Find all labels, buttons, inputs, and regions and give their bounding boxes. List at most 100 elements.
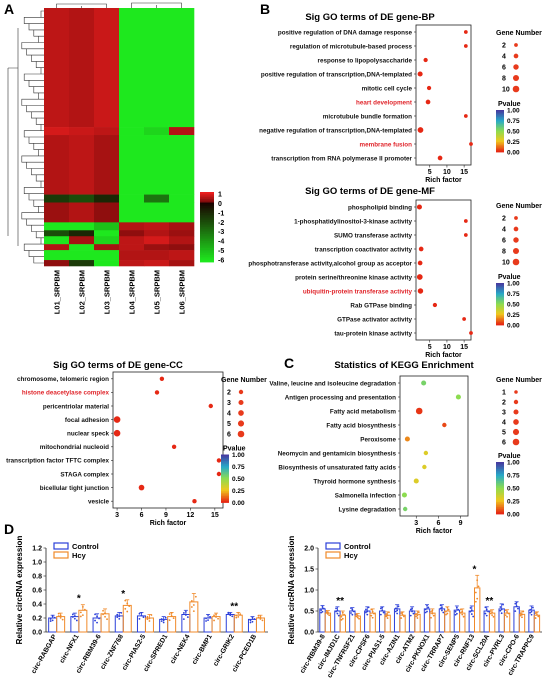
colorbar-segment bbox=[200, 234, 214, 237]
enrichment-dot bbox=[463, 219, 468, 223]
color-legend-segment bbox=[496, 477, 504, 480]
data-point bbox=[118, 617, 121, 620]
enrichment-dot bbox=[425, 99, 431, 105]
data-point bbox=[366, 613, 369, 616]
data-point bbox=[337, 614, 340, 617]
data-point bbox=[415, 615, 418, 618]
term-label: GTPase activator activity bbox=[337, 316, 412, 323]
data-point bbox=[432, 614, 435, 617]
significance-mark: ** bbox=[230, 601, 238, 612]
colorbar-segment bbox=[200, 200, 214, 203]
heatmap-cell bbox=[119, 222, 145, 231]
data-point bbox=[442, 611, 445, 614]
data-point bbox=[328, 614, 331, 617]
heatmap-cell bbox=[69, 230, 95, 237]
heatmap-column-label: L03_SRPBM bbox=[103, 270, 112, 314]
plot-frame bbox=[112, 371, 224, 509]
color-legend-segment bbox=[221, 454, 229, 457]
color-legend-tick: 1.00 bbox=[507, 460, 520, 467]
colorbar-segment bbox=[200, 256, 214, 259]
color-legend-tick: 1.00 bbox=[507, 108, 520, 115]
data-point bbox=[59, 616, 62, 619]
data-point bbox=[472, 615, 475, 618]
enrichment-dot bbox=[113, 416, 121, 423]
data-point bbox=[104, 612, 106, 615]
data-point bbox=[205, 617, 207, 620]
color-legend-segment bbox=[496, 494, 504, 498]
data-point bbox=[352, 610, 355, 613]
heatmap-cell bbox=[69, 135, 95, 195]
data-point bbox=[441, 606, 443, 609]
color-legend-segment bbox=[496, 297, 504, 299]
colorbar-tick-label: -2 bbox=[218, 220, 224, 227]
colorbar-segment bbox=[200, 228, 214, 231]
data-point bbox=[504, 614, 507, 617]
data-point bbox=[411, 610, 413, 613]
color-legend-segment bbox=[496, 283, 504, 285]
data-point bbox=[51, 619, 54, 622]
data-point bbox=[371, 616, 374, 619]
heatmap-cell bbox=[169, 230, 195, 237]
color-legend-tick: 0.25 bbox=[507, 499, 520, 506]
x-tick-label: 15 bbox=[460, 169, 468, 176]
data-point bbox=[59, 614, 62, 617]
data-point bbox=[49, 620, 52, 622]
data-point bbox=[439, 604, 442, 607]
term-label: Lysine degradation bbox=[339, 506, 397, 513]
data-point bbox=[140, 614, 143, 617]
x-tick-label: 10 bbox=[443, 169, 451, 176]
enrichment-dot bbox=[415, 407, 423, 415]
data-point bbox=[522, 610, 525, 613]
color-legend-segment bbox=[496, 311, 504, 313]
color-legend-segment bbox=[496, 287, 504, 289]
go-cc-panel: Sig GO terms of DE gene-CC chromosome, te… bbox=[6, 360, 267, 527]
size-legend-dot bbox=[513, 53, 519, 59]
color-legend-segment bbox=[221, 483, 229, 486]
color-legend-segment bbox=[496, 481, 504, 484]
colorbar-segment bbox=[200, 239, 214, 242]
colorbar-segment bbox=[200, 248, 214, 251]
data-point bbox=[476, 597, 479, 600]
x-tick-label: 12 bbox=[187, 512, 195, 519]
color-legend-segment bbox=[496, 125, 504, 128]
data-point bbox=[124, 599, 127, 602]
color-legend-segment bbox=[496, 122, 504, 125]
heatmap-cell bbox=[94, 236, 120, 245]
heatmap-cell bbox=[144, 202, 170, 223]
color-legend-segment bbox=[496, 121, 504, 123]
data-point bbox=[320, 611, 323, 614]
term-label: nuclear speck bbox=[67, 431, 110, 438]
heatmap-cell bbox=[44, 202, 70, 223]
data-point bbox=[148, 617, 151, 620]
term-label: pericentriolar material bbox=[43, 403, 109, 410]
color-legend-segment bbox=[496, 126, 504, 129]
color-legend-tick: 0.50 bbox=[232, 476, 245, 483]
data-point bbox=[96, 621, 98, 624]
data-point bbox=[213, 619, 215, 622]
color-legend-tick: 0.50 bbox=[507, 302, 520, 309]
colorbar-segment bbox=[200, 223, 214, 226]
data-point bbox=[530, 613, 533, 616]
color-legend-segment bbox=[221, 496, 229, 499]
size-legend-dot bbox=[512, 258, 520, 266]
data-point bbox=[454, 610, 457, 613]
data-point bbox=[98, 617, 100, 620]
color-legend-title: Pvalue bbox=[498, 101, 521, 108]
data-point bbox=[485, 614, 488, 617]
color-legend-segment bbox=[496, 114, 504, 116]
colorbar-tick-label: -5 bbox=[218, 248, 224, 255]
enrichment-dot bbox=[463, 233, 468, 237]
data-point bbox=[94, 619, 96, 622]
term-label: Rab GTPase binding bbox=[350, 302, 412, 309]
data-point bbox=[249, 619, 252, 622]
term-label: protein serine/threonine kinase activity bbox=[295, 274, 412, 281]
color-legend-segment bbox=[221, 464, 229, 467]
significance-mark: ** bbox=[336, 596, 344, 607]
panel-letter-b: B bbox=[260, 1, 270, 17]
color-legend-tick: 0.75 bbox=[507, 473, 520, 480]
x-tick-label: 9 bbox=[459, 520, 463, 527]
data-point bbox=[350, 607, 352, 610]
x-tick-label: 5 bbox=[428, 344, 432, 351]
color-legend-segment bbox=[496, 302, 504, 305]
legend-swatch bbox=[325, 542, 341, 550]
